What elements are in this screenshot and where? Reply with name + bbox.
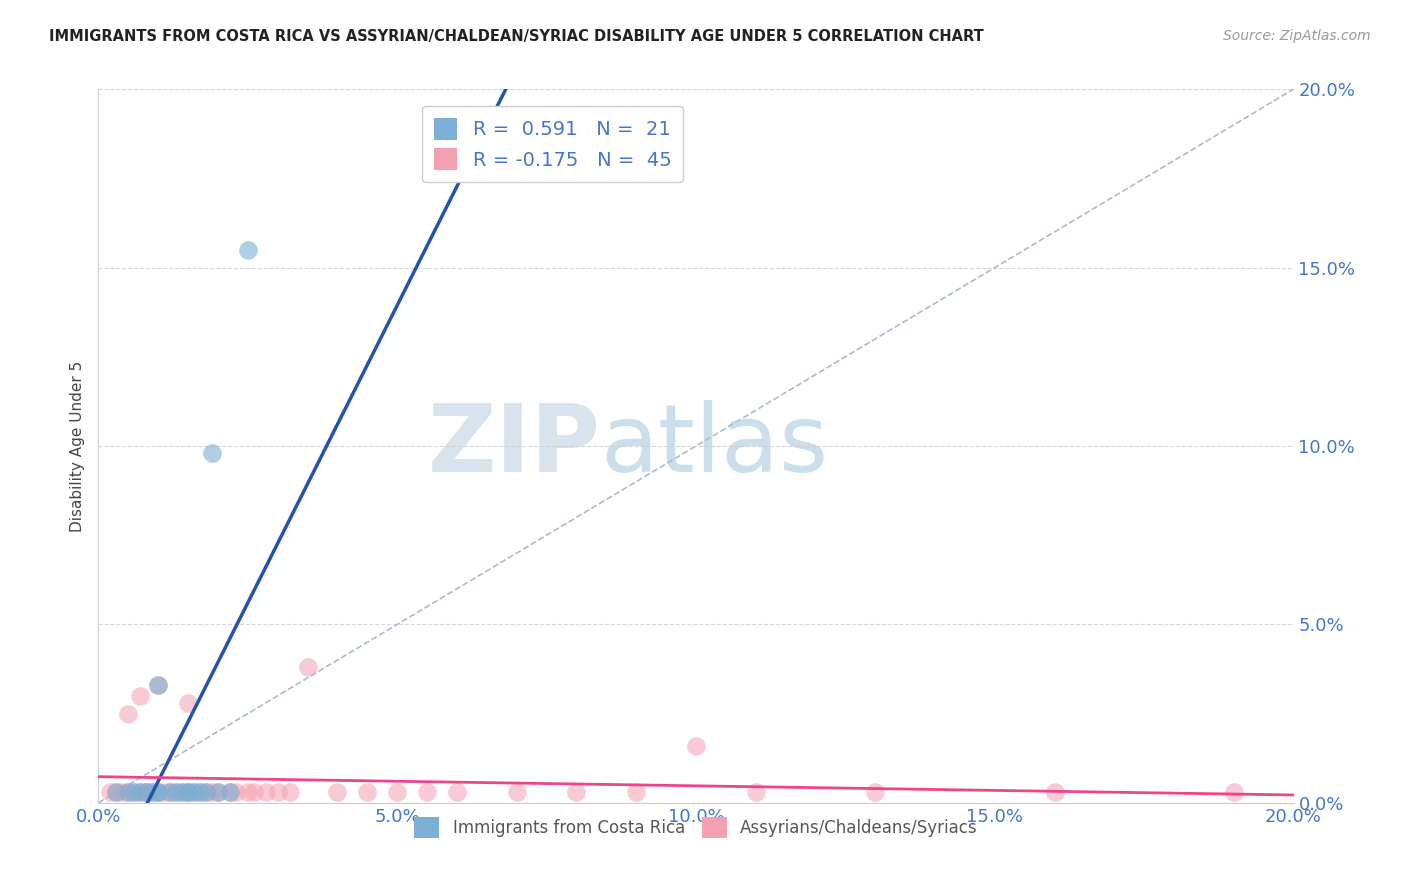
Point (129, 689, 152, 703)
Point (188, 785, 211, 799)
Point (626, 785, 648, 799)
Point (188, 785, 211, 799)
Point (117, 785, 139, 799)
Point (267, 785, 290, 799)
Point (243, 785, 266, 799)
Point (105, 785, 128, 799)
Text: IMMIGRANTS FROM COSTA RICA VS ASSYRIAN/CHALDEAN/SYRIAC DISABILITY AGE UNDER 5 CO: IMMIGRANTS FROM COSTA RICA VS ASSYRIAN/C… (49, 29, 984, 44)
Point (446, 785, 468, 799)
Point (105, 785, 128, 799)
Point (141, 785, 163, 799)
Point (225, 785, 247, 799)
Point (148, 785, 170, 799)
Point (148, 785, 170, 799)
Point (207, 785, 229, 799)
Legend: Immigrants from Costa Rica, Assyrians/Chaldeans/Syriacs: Immigrants from Costa Rica, Assyrians/Ch… (408, 811, 984, 845)
Point (159, 785, 181, 799)
Point (165, 785, 187, 799)
Point (153, 785, 176, 799)
Text: Source: ZipAtlas.com: Source: ZipAtlas.com (1223, 29, 1371, 43)
Point (124, 785, 146, 799)
Point (1223, 785, 1246, 799)
Point (177, 785, 200, 799)
Point (195, 785, 218, 799)
Point (201, 446, 224, 460)
Y-axis label: Disability Age Under 5: Disability Age Under 5 (69, 360, 84, 532)
Point (159, 785, 181, 799)
Point (219, 785, 242, 799)
Text: ZIP: ZIP (427, 400, 600, 492)
Point (117, 706, 139, 721)
Point (135, 785, 157, 799)
Point (201, 785, 224, 799)
Point (416, 785, 439, 799)
Point (111, 785, 134, 799)
Point (356, 785, 378, 799)
Point (141, 785, 163, 799)
Point (254, 785, 277, 799)
Point (278, 785, 301, 799)
Point (135, 785, 157, 799)
Point (745, 785, 768, 799)
Point (177, 785, 200, 799)
Text: atlas: atlas (600, 400, 828, 492)
Point (129, 785, 152, 799)
Point (326, 785, 349, 799)
Point (165, 785, 187, 799)
Point (135, 785, 157, 799)
Point (1043, 785, 1066, 799)
Point (148, 678, 170, 692)
Point (236, 243, 259, 257)
Point (98, 785, 122, 799)
Point (865, 785, 887, 799)
Point (172, 785, 194, 799)
Point (148, 785, 170, 799)
Point (124, 785, 146, 799)
Point (183, 785, 205, 799)
Point (117, 785, 139, 799)
Point (177, 696, 200, 710)
Point (385, 785, 409, 799)
Point (177, 785, 200, 799)
Point (183, 785, 205, 799)
Point (685, 739, 707, 753)
Point (219, 785, 242, 799)
Point (129, 785, 152, 799)
Point (207, 785, 229, 799)
Point (297, 660, 319, 674)
Point (172, 785, 194, 799)
Point (148, 678, 170, 692)
Point (236, 785, 259, 799)
Point (506, 785, 529, 799)
Point (565, 785, 588, 799)
Point (195, 785, 218, 799)
